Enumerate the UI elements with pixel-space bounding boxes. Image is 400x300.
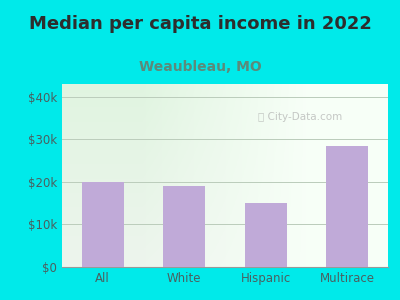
- Text: ⓘ City-Data.com: ⓘ City-Data.com: [258, 112, 342, 122]
- Text: Median per capita income in 2022: Median per capita income in 2022: [28, 15, 372, 33]
- Bar: [326, 146, 368, 267]
- Text: Weaubleau, MO: Weaubleau, MO: [139, 60, 261, 74]
- Bar: [82, 182, 124, 267]
- Bar: [244, 203, 287, 267]
- Bar: [163, 186, 206, 267]
